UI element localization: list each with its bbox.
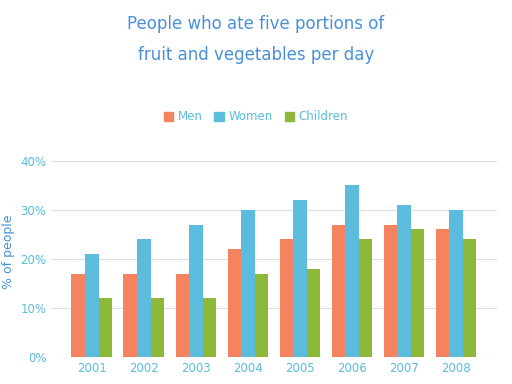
Bar xyxy=(137,239,151,357)
Bar xyxy=(123,274,137,357)
Text: People who ate five portions of: People who ate five portions of xyxy=(127,15,385,33)
Bar xyxy=(254,274,268,357)
Bar xyxy=(72,274,85,357)
Bar xyxy=(293,200,307,357)
Bar xyxy=(307,269,320,357)
Bar xyxy=(151,298,164,357)
Y-axis label: % of people: % of people xyxy=(2,214,15,289)
Bar xyxy=(228,249,241,357)
Bar xyxy=(203,298,216,357)
Bar xyxy=(463,239,476,357)
Bar xyxy=(176,274,189,357)
Bar xyxy=(332,225,345,357)
Bar xyxy=(359,239,372,357)
Bar xyxy=(280,239,293,357)
Bar xyxy=(436,229,450,357)
Bar xyxy=(450,210,463,357)
Text: fruit and vegetables per day: fruit and vegetables per day xyxy=(138,46,374,64)
Bar xyxy=(85,254,98,357)
Bar xyxy=(397,205,411,357)
Bar xyxy=(189,225,203,357)
Bar xyxy=(384,225,397,357)
Legend: Men, Women, Children: Men, Women, Children xyxy=(159,106,353,128)
Bar xyxy=(98,298,112,357)
Bar xyxy=(411,229,424,357)
Bar xyxy=(241,210,254,357)
Bar xyxy=(345,185,359,357)
